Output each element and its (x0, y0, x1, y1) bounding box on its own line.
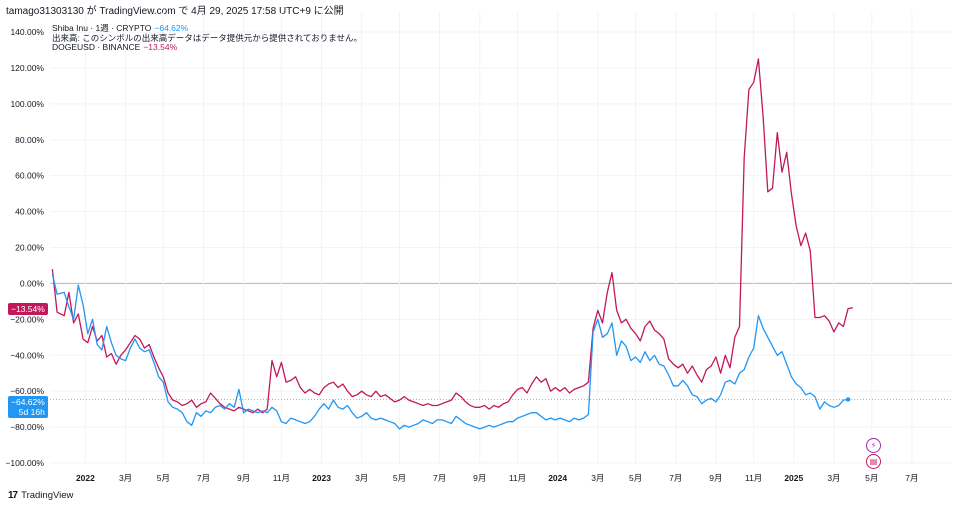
y-tick-label: −100.00% (5, 458, 44, 468)
y-tick-label: 120.00% (10, 63, 44, 73)
x-tick-label: 2025 (784, 473, 803, 483)
y-tick-label: 80.00% (15, 135, 44, 145)
x-tick-label: 11月 (509, 473, 526, 483)
x-tick-label: 5月 (393, 473, 406, 483)
x-tick-label: 2023 (312, 473, 331, 483)
legend-shib-label: Shiba Inu · 1週 · CRYPTO (52, 23, 152, 33)
x-tick-label: 3月 (827, 473, 840, 483)
y-tick-label: 20.00% (15, 243, 44, 253)
x-tick-label: 3月 (355, 473, 368, 483)
footer-brand[interactable]: 17 TradingView (8, 490, 73, 501)
shib-series-line[interactable] (51, 274, 849, 430)
price-tag-shib: −64.62% 5d 16h (8, 396, 48, 418)
x-tick-label: 7月 (905, 473, 918, 483)
y-tick-label: 140.00% (10, 27, 44, 37)
y-tick-label: −60.00% (10, 386, 44, 396)
legend-shib-value: −64.62% (154, 23, 189, 33)
x-tick-label: 3月 (119, 473, 132, 483)
x-tick-label: 11月 (745, 473, 762, 483)
x-tick-label: 3月 (591, 473, 604, 483)
x-tick-label: 9月 (473, 473, 486, 483)
y-tick-label: −20.00% (10, 314, 44, 324)
y-axis: 140.00% 120.00% 100.00% 80.00% 60.00% 40.00% 2… (5, 27, 44, 468)
legend-doge-label: DOGEUSD · BINANCE (52, 42, 141, 52)
price-tag-shib-countdown: 5d 16h (18, 407, 45, 417)
x-tick-label: 7月 (669, 473, 682, 483)
x-axis: 2022 3月 5月 7月 9月 11月 2023 3月 5月 7月 9月 11月 2024 3月 5月 7月… (76, 473, 919, 483)
y-tick-label: 0.00% (20, 278, 45, 288)
y-tick-label: 60.00% (15, 171, 44, 181)
x-tick-label: 9月 (709, 473, 722, 483)
x-tick-label: 11月 (273, 473, 290, 483)
us-flag-icon[interactable]: ▤ (866, 454, 881, 469)
lightning-icon[interactable]: ⚡ (866, 438, 881, 453)
x-tick-label: 7月 (433, 473, 446, 483)
y-tick-label: −40.00% (10, 350, 44, 360)
legend-volume-note: 出来高: このシンボルの出来高データはデータ提供元から提供されておりません。 (52, 33, 362, 43)
doge-series-line[interactable] (51, 58, 853, 414)
x-tick-label: 5月 (157, 473, 170, 483)
grid-lines (50, 12, 952, 464)
series-lines (51, 58, 853, 430)
x-tick-label: 9月 (237, 473, 250, 483)
footer-brand-text: TradingView (21, 490, 74, 501)
tradingview-logo-icon: 17 (8, 490, 18, 501)
x-tick-label: 2024 (548, 473, 567, 483)
chart-caption: tamago31303130 が TradingView.com で 4月 29… (6, 6, 344, 17)
x-tick-label: 5月 (629, 473, 642, 483)
y-tick-label: 40.00% (15, 207, 44, 217)
legend-doge-value: −13.54% (143, 42, 178, 52)
legend-doge[interactable]: DOGEUSD · BINANCE −13.54% (52, 42, 177, 52)
shib-last-point (845, 397, 851, 402)
x-tick-label: 7月 (197, 473, 210, 483)
x-tick-label: 2022 (76, 473, 95, 483)
chart-canvas[interactable]: 140.00% 120.00% 100.00% 80.00% 60.00% 40.00% 2… (0, 0, 960, 490)
legend-shib[interactable]: Shiba Inu · 1週 · CRYPTO −64.62% (52, 22, 188, 34)
y-tick-label: 100.00% (10, 99, 44, 109)
price-tag-doge: −13.54% (8, 303, 48, 315)
y-tick-label: −80.00% (10, 422, 44, 432)
price-tag-shib-value: −64.62% (11, 397, 45, 407)
x-tick-label: 5月 (865, 473, 878, 483)
